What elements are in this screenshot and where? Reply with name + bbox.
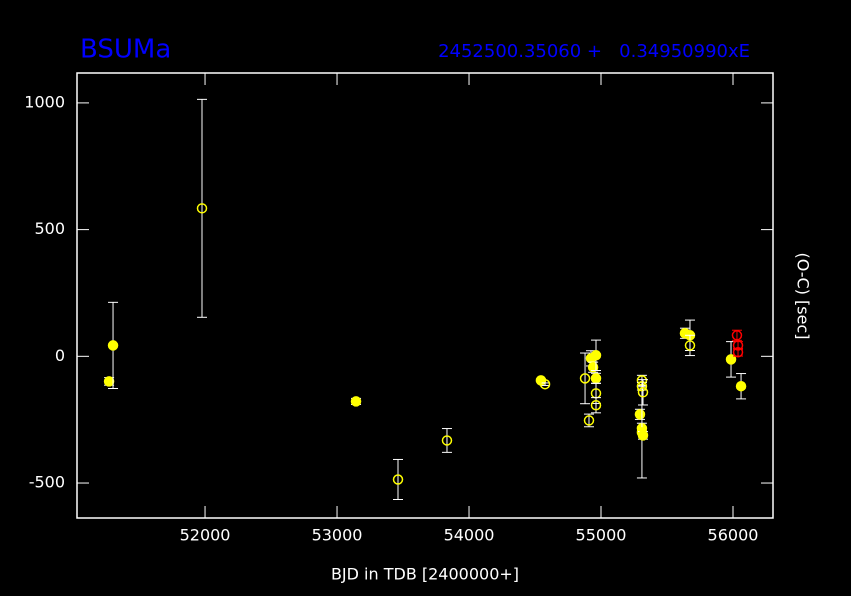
y-tick-label: 0 [55, 346, 65, 365]
point [590, 373, 602, 384]
x-tick-label: 54000 [444, 526, 495, 545]
point [590, 350, 602, 361]
point [725, 354, 737, 365]
point [539, 378, 551, 390]
point [350, 396, 362, 407]
y-tick-label: 1000 [24, 92, 65, 111]
x-axis-label: BJD in TDB [2400000+] [331, 565, 519, 584]
point [735, 380, 747, 392]
point [634, 409, 646, 420]
point [731, 330, 743, 341]
point [583, 415, 595, 426]
point [637, 430, 649, 441]
x-tick-label: 56000 [708, 526, 759, 545]
point [637, 387, 649, 398]
point [441, 435, 453, 446]
point [732, 347, 744, 358]
x-tick-label: 52000 [180, 526, 231, 545]
y-tick-label: -500 [29, 473, 65, 492]
point [103, 376, 115, 387]
point [587, 361, 599, 373]
point [636, 380, 648, 392]
chart-subtitle: 2452500.35060 + 0.34950990xE [438, 41, 750, 62]
x-tick-label: 55000 [576, 526, 627, 545]
point [684, 340, 696, 351]
chart-title: BSUMa [80, 35, 171, 65]
plot-frame [76, 72, 774, 519]
y-axis-label: (O-C) [sec] [794, 252, 813, 339]
point [392, 474, 404, 485]
x-tick-label: 53000 [312, 526, 363, 545]
point [579, 373, 591, 384]
point [196, 203, 208, 214]
point [107, 340, 119, 351]
y-tick-label: 500 [34, 219, 65, 238]
point [590, 399, 602, 411]
